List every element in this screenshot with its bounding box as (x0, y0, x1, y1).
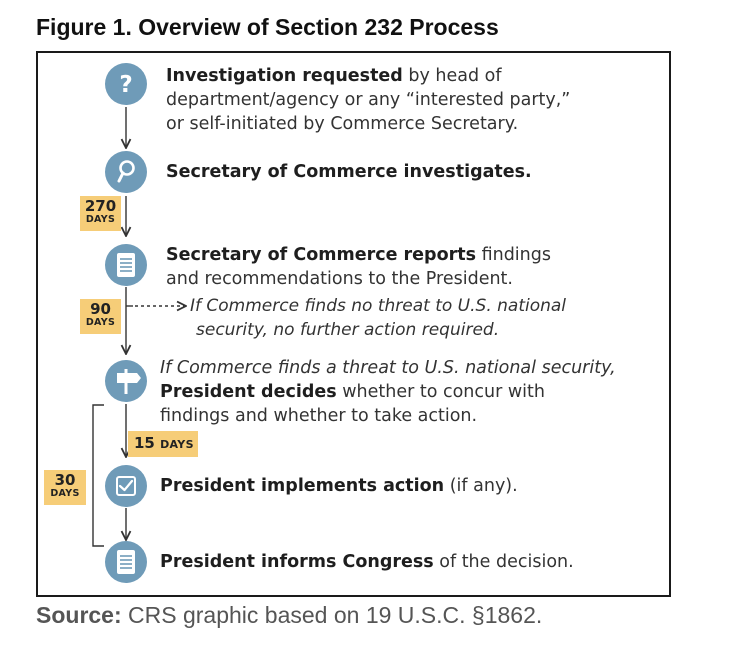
step-5-line1: (if any). (444, 476, 518, 496)
step-3-line2: and recommendations to the President. (166, 269, 513, 289)
step-icon-2 (105, 151, 147, 193)
duration-number: 90 (90, 300, 111, 318)
duration-badge-15-days: 15 DAYS (128, 431, 198, 457)
step-6-bold: President informs Congress (160, 552, 434, 572)
step-4-line3: findings and whether to take action. (160, 406, 478, 426)
step-3-line1: findings (476, 245, 551, 265)
step-icon-6 (105, 541, 147, 583)
figure-source: Source: CRS graphic based on 19 U.S.C. §… (36, 602, 542, 629)
step-4-bold: President decides (160, 382, 337, 402)
checkbox-icon (105, 465, 147, 507)
branch-note-no-threat: If Commerce finds no threat to U.S. nati… (190, 294, 566, 342)
step-1-investigation-requested: Investigation requested by head of depar… (166, 64, 570, 136)
duration-unit: DAYS (85, 214, 116, 225)
step-6-president-informs-congress: President informs Congress of the decisi… (160, 550, 574, 574)
step-icon-5 (105, 465, 147, 507)
duration-unit: DAYS (50, 488, 80, 499)
step-icon-4 (105, 360, 147, 402)
duration-unit: DAYS (160, 438, 194, 451)
step-1-line2: department/agency or any “interested par… (166, 90, 571, 110)
step-icon-3 (105, 244, 147, 286)
step-5-bold: President implements action (160, 476, 445, 496)
duration-unit: DAYS (85, 317, 116, 328)
duration-number: 270 (84, 197, 117, 215)
branch-note-line2: security, no further action required. (196, 320, 500, 340)
bracket-30-days (92, 404, 104, 547)
step-4-line1: If Commerce finds a threat to U.S. natio… (160, 358, 616, 378)
step-1-bold: Investigation requested (166, 66, 403, 86)
step-3-bold: Secretary of Commerce reports (166, 245, 477, 265)
question-mark-icon (105, 63, 147, 105)
step-6-line1: of the decision. (433, 552, 574, 572)
step-2-bold: Secretary of Commerce investigates. (166, 162, 532, 182)
step-1-line1: by head of (402, 66, 502, 86)
step-5-president-implements: President implements action (if any). (160, 474, 518, 498)
source-text: CRS graphic based on 19 U.S.C. §1862. (121, 602, 543, 628)
svg-text:?: ? (119, 72, 132, 98)
source-label: Source: (36, 602, 122, 628)
duration-number: 15 (134, 434, 155, 452)
duration-number: 30 (54, 471, 76, 489)
step-2-secretary-investigates: Secretary of Commerce investigates. (166, 160, 532, 184)
step-4-president-decides: If Commerce finds a threat to U.S. natio… (160, 356, 616, 428)
duration-badge-90-days: 90 DAYS (80, 299, 121, 334)
step-3-secretary-reports: Secretary of Commerce reports findings a… (166, 243, 551, 291)
magnifier-icon (105, 151, 147, 193)
step-icon-1: ? (105, 63, 147, 105)
diagram-frame (36, 51, 671, 597)
figure-title: Figure 1. Overview of Section 232 Proces… (36, 14, 499, 40)
duration-badge-270-days: 270 DAYS (80, 196, 121, 231)
flow-connectors (92, 107, 186, 547)
step-4-line2: whether to concur with (336, 382, 545, 402)
step-1-line3: or self-initiated by Commerce Secretary. (166, 114, 519, 134)
branch-note-line1: If Commerce finds no threat to U.S. nati… (190, 296, 567, 316)
duration-badge-30-days: 30 DAYS (44, 470, 86, 505)
